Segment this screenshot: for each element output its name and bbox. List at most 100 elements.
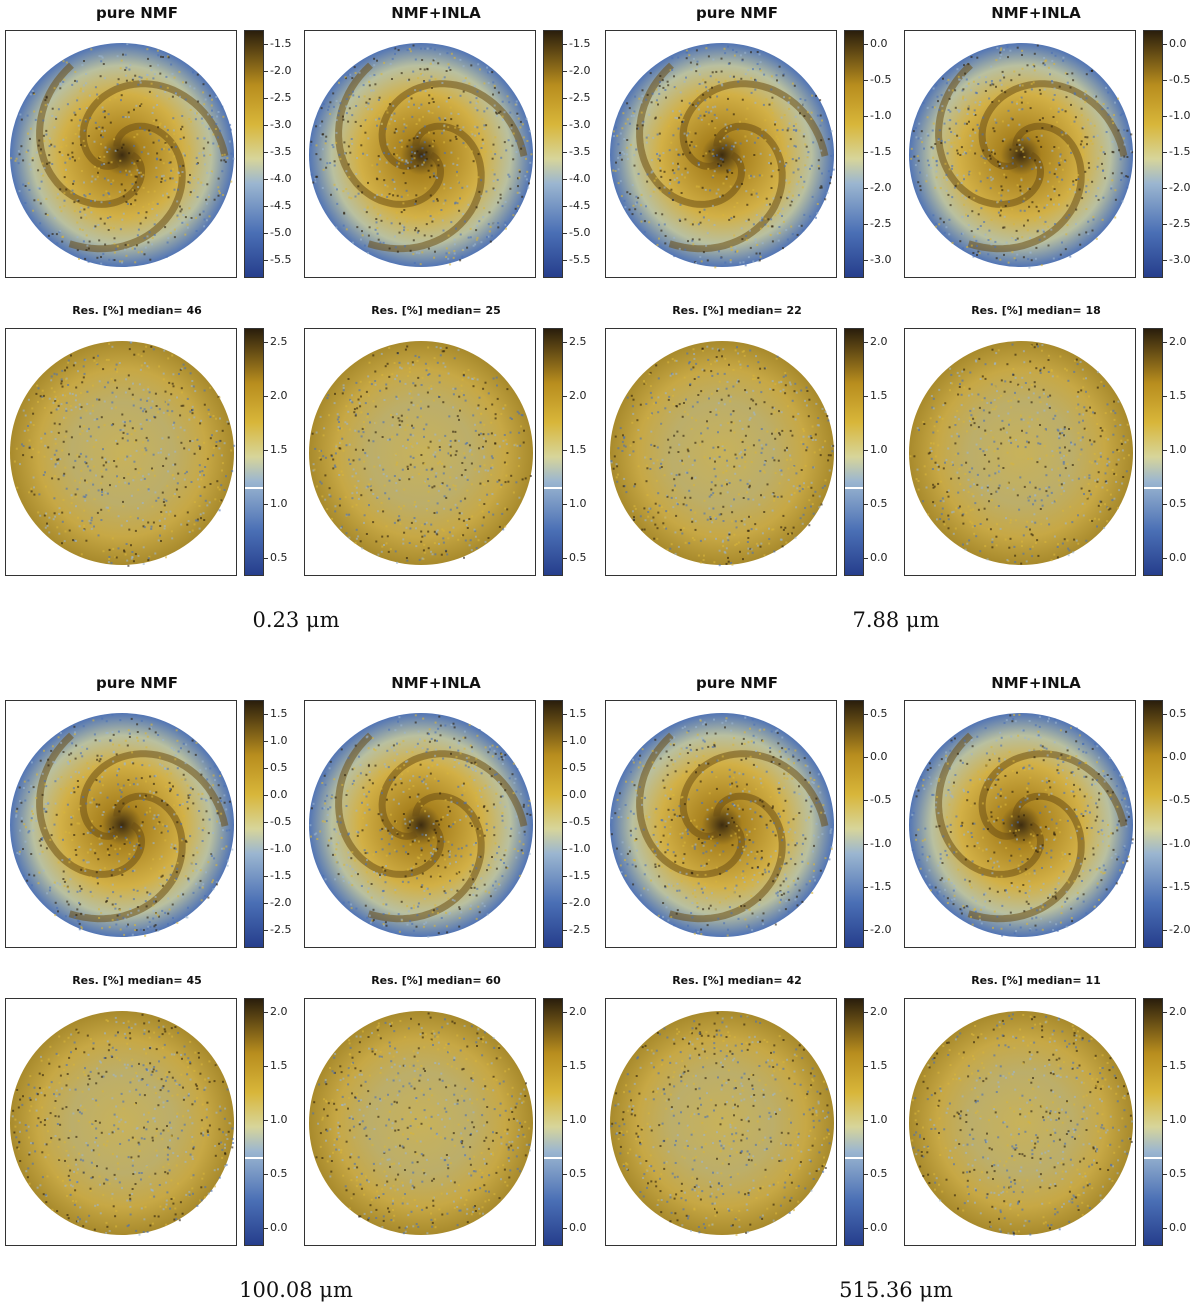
colorbar-tick-label: -3.5 — [270, 145, 292, 158]
spiral-arm — [367, 122, 485, 253]
colorbar-tick-label: -1.5 — [1169, 879, 1191, 893]
colorbar-tick — [563, 1066, 567, 1067]
colorbar-tick-label: 2.0 — [569, 389, 587, 402]
disk-image — [309, 341, 533, 565]
colorbar-tick — [864, 843, 868, 845]
residual-map-panel — [605, 328, 837, 576]
colorbar-tick-label: -2.5 — [270, 91, 292, 104]
colorbar-tick — [264, 152, 268, 153]
colorbar-tick — [264, 1012, 268, 1013]
disk-image — [309, 1011, 533, 1235]
colorbar-tick — [1163, 450, 1167, 451]
spiral-arm — [68, 122, 186, 253]
colorbar-tick — [864, 116, 868, 117]
pixel-speckle — [911, 1013, 1134, 1236]
spiral-arm — [636, 732, 746, 878]
colorbar-tick-label: 0.0 — [270, 788, 288, 801]
colorbar-tick — [563, 98, 567, 99]
colorbar — [543, 30, 563, 278]
spiral-arm — [935, 62, 1045, 208]
galaxy-disk — [309, 713, 533, 937]
colorbar-tick-label: 1.0 — [870, 1113, 888, 1126]
colorbar-tick — [864, 714, 868, 715]
colorbar-tick-label: 0.0 — [870, 750, 888, 764]
colorbar-tick-label: -5.0 — [569, 226, 591, 239]
colorbar-tick-label: 1.0 — [270, 734, 288, 747]
spiral-arm — [679, 750, 829, 840]
spiral-arm — [367, 792, 485, 923]
colorbar-tick-label: 0.0 — [1169, 1221, 1187, 1234]
colorbar-tick — [1163, 714, 1167, 715]
colorbar-tick — [563, 71, 567, 72]
spiral-arm — [978, 80, 1128, 170]
colorbar-tick-label: -1.0 — [1169, 836, 1191, 850]
colorbar-tick-label: -3.0 — [569, 118, 591, 131]
colorbar-tick — [1163, 504, 1167, 505]
colorbar-tick — [1163, 188, 1167, 189]
colorbar-tick — [563, 206, 567, 207]
colorbar-tick — [1163, 757, 1167, 759]
colorbar — [1143, 30, 1163, 278]
colorbar-tick-label: 0.0 — [870, 1221, 888, 1234]
residual-map-panel — [904, 328, 1136, 576]
colorbar-tick — [864, 886, 868, 888]
colorbar-tick — [864, 504, 868, 505]
colorbar-tick-label: -1.5 — [870, 879, 892, 893]
colorbar-tick-label: 1.0 — [1169, 1113, 1187, 1126]
colorbar-tick-label: -3.0 — [870, 253, 892, 266]
disk-image — [10, 341, 236, 567]
colorbar-tick — [563, 1120, 567, 1121]
colorbar-tick — [1163, 1120, 1167, 1121]
colorbar-tick-label: -3.5 — [569, 145, 591, 158]
colorbar-tick-label: -2.5 — [569, 91, 591, 104]
galaxy-map-panel — [5, 700, 237, 948]
panel-title: Res. [%] median= 46 — [72, 304, 202, 317]
colorbar-tick-label: -1.0 — [569, 842, 591, 855]
colorbar-tick — [1163, 396, 1167, 397]
colorbar — [543, 998, 563, 1246]
pixel-speckle — [610, 716, 833, 937]
galaxy-map-panel — [5, 30, 237, 278]
colorbar-tick — [864, 558, 868, 559]
residual-map-panel — [605, 998, 837, 1246]
colorbar-tick — [563, 260, 567, 261]
colorbar-tick — [864, 396, 868, 397]
colorbar-tick-label: -1.5 — [1169, 145, 1191, 158]
colorbar-tick — [563, 125, 567, 126]
colorbar-tick-label: 2.0 — [1169, 335, 1187, 348]
pixel-speckle — [11, 1013, 235, 1236]
colorbar-tick — [264, 125, 268, 126]
galaxy-disk — [909, 341, 1133, 565]
colorbar-tick-label: -5.5 — [270, 253, 292, 266]
colorbar-tick — [264, 903, 268, 904]
colorbar-tick — [864, 44, 868, 45]
colorbar-tick-label: 0.0 — [1169, 750, 1187, 764]
colorbar-tick — [264, 558, 268, 559]
colorbar-tick-label: 1.0 — [1169, 443, 1187, 456]
colorbar-tick — [864, 224, 868, 225]
colorbar-tick-label: 1.0 — [270, 497, 288, 510]
colorbar-tick-label: 1.5 — [270, 443, 288, 456]
spiral-arm — [978, 750, 1128, 840]
galaxy-map-panel — [304, 700, 536, 948]
colorbar-marker — [245, 1156, 263, 1159]
colorbar-tick-label: -3.0 — [1169, 253, 1191, 266]
colorbar-tick-label: 0.5 — [1169, 497, 1187, 510]
disk-image — [909, 1011, 1134, 1236]
galaxy-disk — [10, 43, 234, 267]
colorbar-tick-label: 0.0 — [1169, 37, 1187, 50]
spiral-arm — [668, 122, 786, 253]
colorbar-tick-label: -2.0 — [870, 923, 892, 936]
colorbar-tick-label: 1.0 — [569, 497, 587, 510]
colorbar-tick — [264, 98, 268, 99]
pixel-speckle — [311, 345, 532, 564]
colorbar-tick — [264, 1120, 268, 1121]
disk-image — [309, 713, 533, 938]
colorbar-tick-label: -0.5 — [270, 815, 292, 828]
spiral-arm — [68, 792, 186, 923]
disk-image — [610, 713, 834, 937]
colorbar-tick-label: 2.0 — [270, 1005, 288, 1018]
colorbar-tick-label: -5.5 — [569, 253, 591, 266]
disk-image — [10, 713, 234, 937]
colorbar-tick-label: -3.0 — [270, 118, 292, 131]
